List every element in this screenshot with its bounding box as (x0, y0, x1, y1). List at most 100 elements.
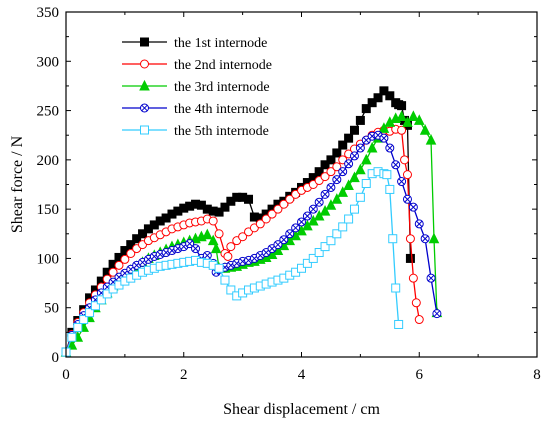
marker-cross (410, 204, 417, 211)
data-point (297, 217, 306, 227)
data-point (402, 170, 412, 180)
marker-cross (380, 135, 388, 142)
x-axis-title: Shear displacement / cm (223, 401, 380, 418)
legend-label: the 1st internode (174, 36, 267, 51)
data-point (90, 301, 100, 311)
marker-cross (192, 245, 199, 252)
data-point (349, 171, 360, 183)
marker-cross (339, 168, 346, 175)
marker-cross (427, 274, 435, 282)
x-tick-label: 6 (416, 367, 424, 383)
marker-cross (274, 241, 282, 248)
data-point (379, 86, 389, 96)
data-point (400, 155, 410, 165)
legend-label: the 5th internode (174, 124, 269, 139)
data-point (267, 209, 277, 219)
marker-cross (327, 184, 335, 191)
data-point (320, 160, 330, 170)
data-point (402, 116, 413, 127)
data-point (331, 193, 343, 204)
data-point (208, 216, 218, 226)
y-tick-label: 350 (37, 5, 60, 21)
legend-label: the 3rd internode (174, 80, 270, 95)
data-point (297, 263, 306, 273)
data-point (355, 192, 365, 202)
data-point (320, 189, 330, 199)
data-point (414, 315, 424, 325)
marker-cross (115, 274, 123, 281)
data-point (185, 239, 195, 249)
data-point (314, 197, 324, 207)
x-tick-label: 2 (180, 367, 188, 383)
data-point (408, 110, 419, 121)
data-point (108, 267, 118, 277)
legend-label: the 4th internode (174, 102, 269, 117)
data-point (220, 275, 230, 285)
data-point (285, 229, 295, 239)
data-point (344, 133, 354, 143)
legend-item: the 4th internode (122, 102, 269, 117)
data-point (373, 93, 383, 103)
data-point (408, 273, 418, 283)
marker-cross (298, 218, 305, 226)
data-point (379, 133, 389, 143)
marker-cross (310, 205, 317, 213)
data-point (405, 234, 415, 244)
legend-marker (139, 79, 150, 91)
series-5 (61, 167, 404, 357)
data-point (366, 141, 378, 153)
marker-cross (304, 212, 311, 220)
data-point (244, 194, 254, 204)
marker-cross (121, 270, 129, 277)
data-point (338, 167, 348, 177)
marker-cross (109, 278, 117, 286)
data-point (349, 125, 359, 135)
data-point (120, 254, 130, 264)
data-point (214, 229, 224, 239)
marker-cross (363, 136, 370, 144)
y-tick-label: 200 (37, 153, 60, 169)
series-group (60, 86, 443, 357)
marker-cross (292, 224, 299, 232)
x-tick-label: 8 (533, 367, 541, 383)
data-point (413, 114, 425, 125)
data-point (273, 240, 283, 250)
data-point (396, 110, 407, 121)
data-point (279, 199, 289, 209)
data-point (96, 295, 106, 305)
data-point (426, 273, 436, 283)
data-point (102, 289, 112, 299)
marker-cross (398, 178, 405, 185)
data-point (408, 202, 418, 212)
data-point (388, 234, 398, 244)
data-point (397, 177, 407, 187)
data-point (326, 167, 336, 177)
data-point (191, 244, 201, 254)
data-point (385, 184, 395, 194)
data-point (338, 140, 348, 150)
data-point (325, 199, 337, 210)
data-point (308, 204, 318, 214)
marker-cross (316, 199, 323, 206)
data-point (214, 207, 224, 217)
marker-cross (127, 266, 134, 273)
data-point (261, 214, 271, 224)
data-point (397, 101, 407, 111)
marker-cross (416, 220, 423, 228)
data-point (394, 319, 404, 329)
data-point (385, 143, 395, 153)
data-point (432, 309, 442, 319)
y-tick-label: 150 (37, 202, 60, 218)
legend-marker (140, 125, 149, 135)
data-point (344, 214, 354, 224)
data-point (320, 242, 330, 252)
data-point (391, 283, 401, 293)
data-point (343, 179, 354, 190)
legend-marker (140, 103, 149, 113)
x-tick-label: 4 (298, 367, 306, 383)
data-point (326, 236, 336, 246)
legend-label: the 2nd internode (174, 58, 272, 73)
marker-cross (186, 240, 193, 247)
y-tick-label: 50 (44, 301, 59, 317)
